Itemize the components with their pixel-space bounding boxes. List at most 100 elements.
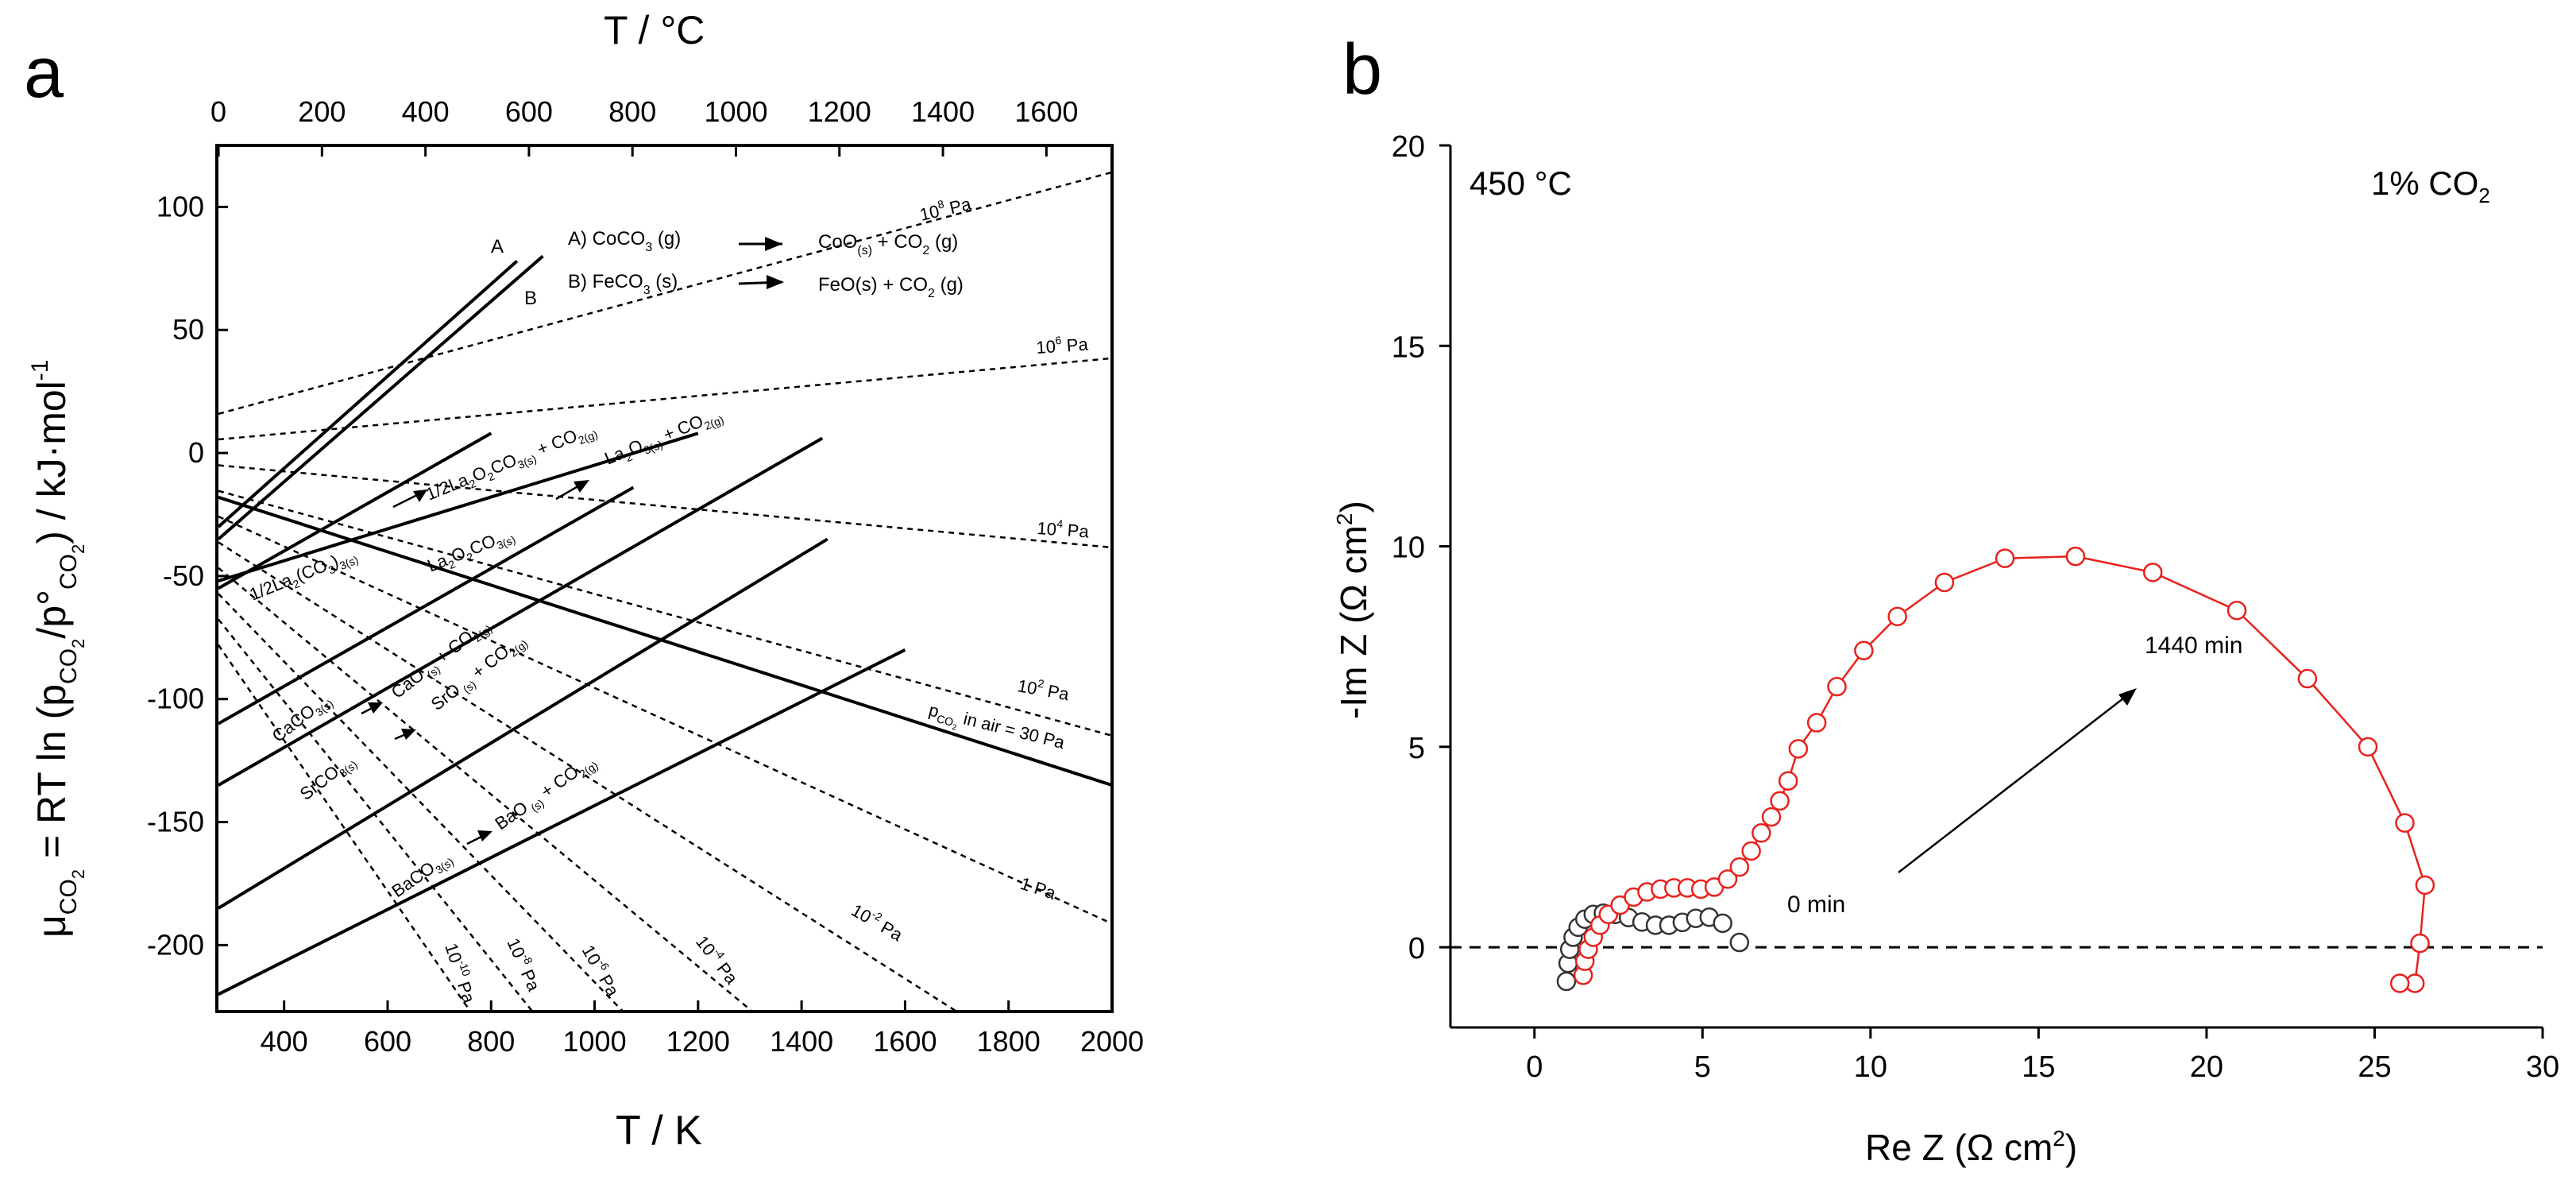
final-data-point bbox=[1887, 606, 1907, 627]
final-data-point bbox=[1788, 739, 1809, 759]
srco3-arrowhead bbox=[401, 729, 416, 740]
isobar-label: 10-10 Pa bbox=[441, 940, 481, 1006]
top-tick-label: 400 bbox=[402, 95, 450, 128]
panel-b-y-ticks: 0 5 10 15 20 bbox=[1392, 130, 1450, 965]
x-tick-label: 1400 bbox=[770, 1025, 833, 1058]
isobar-label: 10-2 Pa bbox=[848, 898, 908, 946]
panel-a: a T / °C 400 600 800 1000 1200 1400 1600 1800 20… bbox=[24, 8, 1144, 1154]
final-data-point bbox=[1854, 640, 1874, 660]
isobar-line bbox=[217, 644, 472, 1012]
final-data-point bbox=[2410, 933, 2430, 954]
final-data-point bbox=[1751, 823, 1771, 843]
reaction-line bbox=[217, 486, 635, 725]
la2o3-right: La2O3(s) + CO2(g) bbox=[602, 404, 726, 472]
reaction-line bbox=[218, 431, 699, 583]
final-data-point bbox=[1770, 791, 1790, 811]
reaction-line bbox=[217, 260, 519, 528]
la2co3-arrowhead bbox=[413, 489, 427, 502]
y-tick-label: -100 bbox=[147, 683, 204, 715]
reaction-line bbox=[217, 431, 492, 590]
initial-data-point bbox=[1713, 913, 1732, 934]
reaction-line bbox=[218, 648, 906, 996]
baco3-arrowhead bbox=[477, 830, 492, 841]
label-a: A bbox=[491, 236, 504, 257]
top-tick-label: 600 bbox=[505, 95, 553, 128]
final-data-point bbox=[2297, 668, 2318, 689]
y-tick-label: 0 bbox=[188, 436, 204, 469]
start-time-label: 0 min bbox=[1787, 892, 1845, 918]
panel-a-x-axis-title: T / K bbox=[616, 1108, 702, 1154]
final-data-point bbox=[2389, 973, 2410, 993]
isobar-line bbox=[218, 171, 1112, 416]
final-data-point bbox=[1934, 572, 1955, 593]
panel-b-label: b bbox=[1342, 30, 1382, 110]
x-tick-label: 800 bbox=[467, 1025, 515, 1058]
top-tick-label: 1200 bbox=[808, 95, 871, 128]
x-tick-label: 1600 bbox=[873, 1025, 937, 1058]
la2o2co3-arrowhead bbox=[574, 480, 589, 493]
panel-b-x-axis-title: Re Z (Ω cm2) bbox=[1865, 1126, 2077, 1168]
reaction-a-arrowhead bbox=[765, 237, 782, 251]
y-tick-label: 15 bbox=[1392, 331, 1425, 364]
x-tick-label: 0 bbox=[1526, 1050, 1543, 1084]
final-data-point bbox=[1729, 857, 1750, 877]
x-tick-label: 1000 bbox=[563, 1025, 627, 1058]
y-tick-label: -150 bbox=[147, 806, 204, 838]
isobar-label: 10-6 Pa bbox=[578, 941, 626, 1000]
y-tick-label: 20 bbox=[1392, 130, 1425, 164]
x-tick-label: 15 bbox=[2022, 1050, 2055, 1084]
y-tick-label: 0 bbox=[1408, 932, 1425, 965]
la2o2co3-left: La2O2CO3(s) bbox=[425, 524, 518, 579]
final-data-point bbox=[2358, 737, 2378, 757]
panel-a-y-ticks: 100 50 0 -50 -100 -150 -200 bbox=[147, 190, 228, 961]
isobar-label: 106 Pa bbox=[1035, 331, 1089, 358]
reaction-b-arrowhead bbox=[767, 275, 784, 289]
final-data-point bbox=[1717, 869, 1738, 889]
top-tick-label: 1600 bbox=[1014, 95, 1078, 128]
final-data-point bbox=[2142, 563, 2163, 582]
isobar-label: 102 Pa bbox=[1016, 673, 1072, 704]
reaction-line bbox=[217, 436, 824, 787]
top-tick-label: 1000 bbox=[704, 95, 767, 128]
reaction-a-left: A) CoCO3 (g) bbox=[568, 228, 681, 254]
x-tick-label: 1800 bbox=[977, 1025, 1041, 1058]
panel-b-y-axis-title: -Im Z (Ω cm2) bbox=[1332, 501, 1374, 719]
initial-data-point bbox=[1556, 971, 1577, 992]
y-tick-label: 5 bbox=[1408, 732, 1425, 765]
reaction-lines bbox=[217, 254, 906, 996]
final-data-point bbox=[1778, 771, 1798, 791]
final-data-point bbox=[2415, 875, 2435, 896]
isobar-label: 108 Pa bbox=[917, 192, 974, 225]
reaction-line bbox=[217, 254, 544, 540]
caco3-arrowhead bbox=[368, 702, 383, 714]
x-tick-label: 5 bbox=[1694, 1050, 1711, 1084]
top-tick-label: 1400 bbox=[911, 95, 975, 128]
y-tick-label: 100 bbox=[156, 190, 204, 222]
air-line-label: pCO2 in air = 30 Pa bbox=[925, 700, 1068, 760]
impedance-series bbox=[1556, 546, 2435, 993]
final-data-point bbox=[2226, 601, 2247, 621]
x-tick-label: 30 bbox=[2526, 1050, 2559, 1084]
la2o2co3-right: 1/2La2O2CO3(s) + CO2(g) bbox=[423, 418, 600, 507]
isobar-line bbox=[217, 618, 534, 1012]
atmosphere-label: 1% CO2 bbox=[2371, 164, 2490, 207]
top-tick-label: 0 bbox=[210, 95, 226, 128]
x-tick-label: 400 bbox=[261, 1025, 308, 1058]
panel-a-top-ticks: 0 200 400 600 800 1000 1200 1400 1600 bbox=[210, 95, 1078, 157]
top-tick-label: 200 bbox=[298, 95, 346, 128]
top-tick-label: 800 bbox=[608, 95, 656, 128]
panel-b-x-ticks: 0 5 10 15 20 25 30 bbox=[1526, 1027, 2559, 1084]
final-data-point bbox=[2065, 546, 2086, 567]
baco3-left: BaCO3(s) bbox=[388, 846, 456, 903]
x-tick-label: 1200 bbox=[666, 1025, 730, 1058]
air-co2-line bbox=[218, 495, 1112, 787]
reaction-b-left: B) FeCO3 (s) bbox=[568, 271, 678, 297]
final-data-point bbox=[2395, 813, 2415, 833]
y-tick-label: 50 bbox=[172, 313, 204, 346]
isobar-label: 10-8 Pa bbox=[503, 934, 546, 995]
isobar-line bbox=[218, 357, 1112, 441]
x-tick-label: 10 bbox=[1854, 1050, 1887, 1084]
reaction-a-right: CoO(s) + CO2 (g) bbox=[818, 231, 958, 257]
y-tick-label: 10 bbox=[1392, 532, 1425, 565]
x-tick-label: 600 bbox=[364, 1025, 411, 1058]
